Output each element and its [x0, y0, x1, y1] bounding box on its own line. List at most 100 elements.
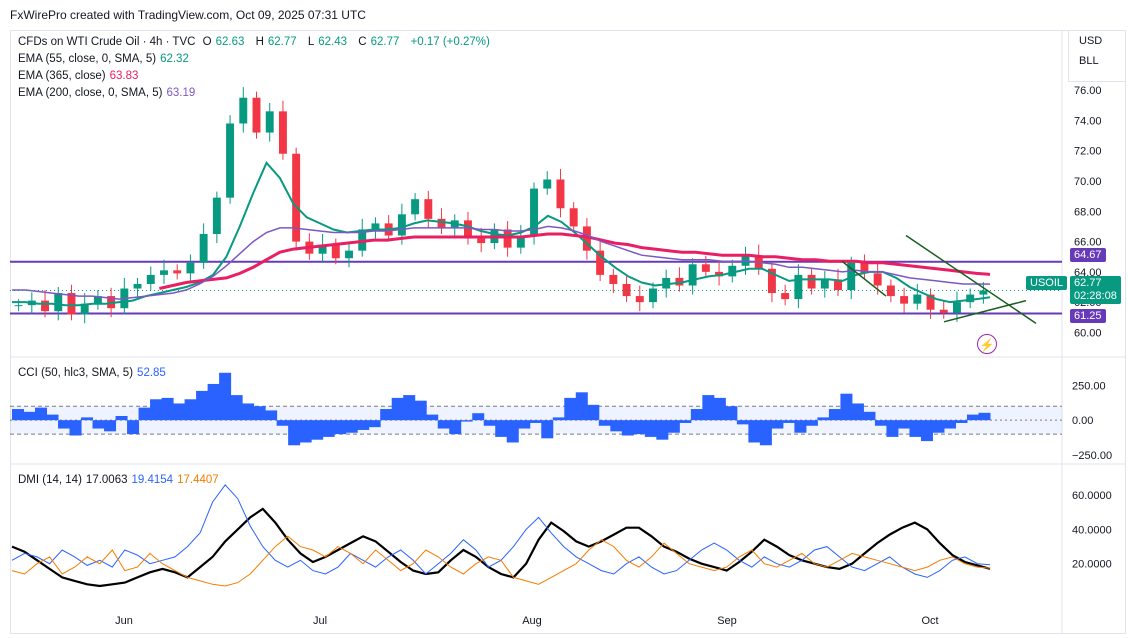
time-axis-tick: Aug	[522, 615, 542, 627]
dmi-axis-tick: 20.0000	[1072, 559, 1112, 571]
cci-bar	[196, 390, 209, 421]
ema365-value: 63.83	[109, 70, 139, 82]
cci-bar	[414, 400, 427, 421]
dmi-line	[11, 507, 991, 588]
ema365-legend: EMA (365, close) 63.83	[18, 70, 142, 82]
candle-body	[265, 111, 274, 133]
cci-bar	[541, 420, 554, 439]
cci-label: CCI (50, hlc3, SMA, 5)	[18, 367, 134, 379]
cci-bar	[851, 403, 864, 421]
cci-bar	[506, 420, 519, 443]
candle-body	[199, 234, 208, 263]
candle-body	[556, 179, 565, 209]
ema365-label: EMA (365, close)	[18, 70, 106, 82]
cci-bar	[874, 420, 887, 426]
candle-body	[873, 273, 882, 286]
cci-bar	[207, 383, 220, 421]
cci-bar	[23, 411, 36, 421]
candle-body	[913, 294, 922, 304]
cci-bar	[794, 420, 807, 433]
cci-bar	[161, 397, 174, 421]
cci-bar	[265, 410, 278, 421]
cci-bar	[552, 417, 565, 421]
cci-bar	[184, 399, 197, 421]
candle-body	[939, 309, 948, 313]
cci-bar	[46, 414, 59, 421]
lightning-icon[interactable]: ⚡	[977, 334, 997, 354]
cci-bar	[713, 397, 726, 421]
low-label: L 62.43	[307, 36, 348, 48]
price-axis-tick: 68.00	[1074, 206, 1102, 218]
cci-bar	[58, 420, 71, 429]
ema55-label: EMA (55, close, 0, SMA, 5)	[18, 53, 157, 65]
cci-value: 52.85	[137, 367, 166, 379]
cci-axis-tick: 0.00	[1072, 415, 1093, 427]
candle-body	[397, 214, 406, 236]
candle-body	[133, 283, 142, 289]
candle-body	[331, 244, 340, 259]
candle-body	[226, 123, 235, 198]
cci-bar	[449, 420, 462, 435]
time-axis-tick: Sep	[717, 615, 737, 627]
candle-body	[318, 244, 327, 254]
candle-body	[820, 279, 829, 289]
symbol-price-tag: USOIL	[1026, 276, 1068, 290]
units-selector[interactable]: USD BLL	[1068, 30, 1126, 82]
dmi-label: DMI (14, 14)	[18, 474, 82, 486]
cci-bar	[598, 420, 611, 426]
candle-body	[411, 199, 420, 215]
cci-bar	[115, 416, 128, 421]
close-label: C 62.77	[358, 36, 400, 48]
unit-label[interactable]: BLL	[1079, 55, 1099, 67]
candle-body	[371, 223, 380, 230]
cci-bar	[909, 420, 922, 437]
ema200-legend: EMA (200, close, 0, SMA, 5) 63.19	[18, 87, 199, 99]
close-value: 62.77	[370, 36, 400, 48]
cci-bar	[759, 420, 772, 446]
price-axis-tick: 76.00	[1074, 85, 1102, 97]
cci-bar	[311, 420, 324, 440]
cci-legend: CCI (50, hlc3, SMA, 5) 52.85	[18, 367, 170, 379]
candle-body	[67, 293, 76, 315]
high-value: 62.77	[267, 36, 297, 48]
cci-bar	[460, 420, 473, 422]
price-axis-tick: 64.00	[1074, 267, 1102, 279]
cci-bar	[345, 420, 358, 433]
cci-bar	[702, 395, 715, 421]
candle-body	[252, 97, 261, 133]
candle-body	[160, 270, 168, 275]
cci-bar	[437, 420, 450, 429]
cci-bar	[357, 420, 370, 430]
minus-di-value: 17.4407	[177, 474, 219, 486]
cci-bar	[276, 420, 289, 426]
dmi-axis-tick: 60.0000	[1072, 490, 1112, 502]
candle-body	[794, 274, 803, 300]
candle-body	[781, 293, 790, 300]
cci-bar	[104, 420, 117, 432]
candle-body	[609, 274, 618, 284]
time-axis-tick: Jul	[313, 615, 327, 627]
currency-label[interactable]: USD	[1079, 35, 1103, 47]
cci-bar	[955, 420, 968, 423]
candle-body	[979, 290, 988, 295]
ema-line	[159, 232, 991, 290]
cci-bar	[288, 420, 301, 446]
candle-body	[569, 208, 578, 227]
wedge-line	[841, 260, 887, 297]
cci-bar	[242, 403, 255, 421]
candle-body	[543, 179, 552, 189]
candle-body	[41, 300, 50, 312]
cci-bar	[828, 409, 841, 421]
candle-body	[688, 264, 697, 286]
ema-line	[12, 225, 991, 300]
bar-countdown: 02:28:08	[1074, 290, 1117, 302]
time-axis-tick: Oct	[921, 615, 938, 627]
dmi-line	[11, 484, 991, 578]
candle-body	[596, 250, 605, 275]
cci-bar	[518, 420, 531, 429]
candle-body	[278, 111, 287, 154]
last-price-tag: 62.77 02:28:08	[1070, 276, 1121, 304]
candle-body	[80, 303, 89, 315]
cci-bar	[92, 420, 105, 429]
